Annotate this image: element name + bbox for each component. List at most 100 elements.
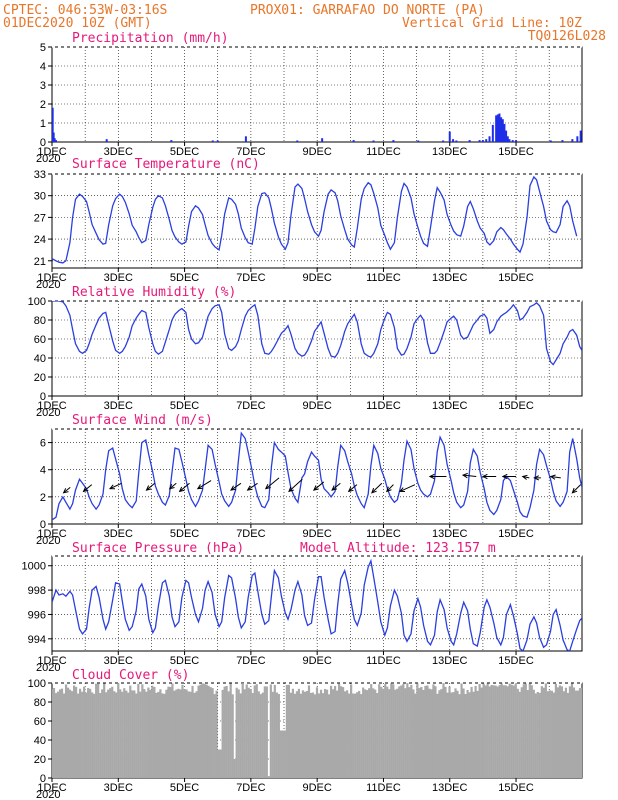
cloud-bar: [418, 688, 421, 778]
cloud-xtick-label: 11DEC: [366, 782, 401, 794]
cloud-bar: [570, 683, 574, 778]
cloud-bar: [289, 692, 293, 778]
cloud-bar: [346, 690, 349, 778]
precip-xtick-label: 1DEC: [37, 146, 66, 158]
cloud-bar: [494, 685, 497, 778]
pressure-panel: 994 996 998 1000 1DEC 3DEC 5DEC 7DEC 9DEC 11DEC 13…: [22, 555, 583, 674]
cloud-bar: [420, 686, 423, 778]
cloud-bar: [540, 686, 543, 778]
cloud-bar: [211, 688, 214, 778]
cloud-bar: [205, 684, 208, 778]
cloud-bar: [54, 693, 58, 778]
cloud-bar: [532, 689, 535, 778]
wind-direction-arrow: [62, 486, 71, 494]
humidity-xtick-label: 1DEC: [37, 400, 66, 412]
cloud-bar: [311, 692, 315, 778]
wind-direction-arrow: [331, 482, 341, 491]
wind-xtick-label: 11DEC: [366, 528, 401, 540]
cloud-bar: [305, 691, 309, 778]
wind-arrow-head: [571, 487, 578, 494]
precip-bar: [211, 140, 214, 142]
cloud-bar: [452, 692, 455, 778]
cloud-bar: [79, 688, 82, 778]
precip-panel: 0 1 2 3 4 5 1DEC 3DEC 5DEC 7DEC 9DEC 11DEC 13DEC 15DE…: [36, 42, 583, 165]
wind-direction-arrow: [428, 473, 447, 480]
cloud-bar: [512, 685, 515, 778]
cloud-bar: [442, 683, 445, 778]
cloud-bar: [58, 689, 62, 778]
cloud-bar: [179, 689, 182, 778]
cloud-bar: [157, 691, 160, 778]
cloud-bar: [207, 685, 210, 778]
wind-direction-arrow: [549, 474, 561, 480]
cloud-bar: [432, 684, 435, 778]
cloud-bar: [470, 686, 473, 778]
cloud-bar: [488, 686, 491, 778]
cloud-bar: [177, 688, 180, 778]
cloud-xtick-label: 15DEC: [498, 782, 534, 794]
cloud-bar: [321, 693, 325, 778]
wind-panel: 0 2 4 6 1DEC 3DEC 5DEC 7DEC 9DEC 11DEC 13DEC 15DEC 2…: [36, 428, 583, 547]
cloud-bar: [440, 689, 443, 778]
precip-title: Precipitation (mm/h): [72, 31, 229, 46]
cloud-xtick-label: 3DEC: [104, 782, 133, 794]
model-altitude: Model Altitude: 123.157 m: [300, 541, 496, 556]
wind-direction-arrow: [521, 474, 530, 480]
wind-arrow-head: [501, 473, 508, 480]
wind-arrow-head: [521, 474, 528, 480]
cloud-bar: [119, 689, 122, 778]
wind-arrow-head: [178, 486, 185, 493]
cloud-bar: [376, 693, 379, 778]
precip-ytick-label: 5: [40, 42, 46, 54]
cloud-bar: [327, 694, 331, 778]
cloud-bar: [72, 685, 76, 778]
precip-bar: [488, 136, 491, 142]
cloud-bar: [352, 693, 355, 778]
cloud-bar: [149, 689, 152, 778]
cloud-bar: [454, 688, 457, 778]
cloud-bar: [552, 692, 555, 778]
wind-arrow-shaft: [399, 484, 416, 492]
wind-xtick-label: 3DEC: [104, 528, 133, 540]
cloud-bar: [333, 685, 337, 778]
cloud-bar: [516, 688, 519, 778]
wind-arrow-shaft: [386, 484, 394, 492]
cloud-bar: [436, 693, 439, 778]
cloud-bar: [548, 690, 551, 778]
wind-arrow-head: [264, 483, 271, 490]
wind-direction-arrow: [398, 484, 416, 492]
cloud-bar: [301, 690, 305, 778]
wind-direction-arrow: [108, 482, 122, 490]
cloud-bar: [257, 691, 260, 778]
cloud-bar: [68, 689, 72, 778]
wind-arrow-shaft: [572, 484, 582, 494]
temp-ytick-label: 33: [34, 169, 46, 181]
cloud-bar: [374, 689, 377, 778]
precip-ytick-label: 4: [40, 61, 46, 73]
cloud-bar: [392, 684, 395, 778]
cloud-bar: [438, 690, 441, 778]
cloud-bar: [337, 683, 341, 778]
cloud-bar: [426, 685, 429, 778]
cloud-bar: [546, 691, 549, 778]
cloud-bar: [273, 684, 276, 778]
wind-arrow-shaft: [169, 482, 177, 490]
precip-bar: [571, 139, 574, 142]
cloud-bar: [388, 689, 391, 778]
cloud-bar: [171, 683, 174, 778]
cloud-bar: [299, 693, 303, 778]
cloud-bar: [76, 693, 80, 778]
cloud-bar: [382, 688, 385, 778]
precip-bar: [500, 117, 503, 142]
pressure-year-label: 2020: [36, 662, 60, 674]
wind-xtick-label: 13DEC: [432, 528, 468, 540]
precip-year-label: 2020: [36, 153, 60, 165]
precip-xtick-label: 13DEC: [432, 146, 468, 158]
wind-direction-arrow: [385, 484, 394, 493]
cloud-bar: [390, 683, 393, 778]
precip-bar: [505, 130, 508, 142]
cloud-bar: [422, 689, 425, 778]
cloud-bar: [315, 687, 319, 778]
wind-ytick-label: 0: [40, 519, 46, 531]
wind-direction-arrow: [264, 477, 280, 490]
